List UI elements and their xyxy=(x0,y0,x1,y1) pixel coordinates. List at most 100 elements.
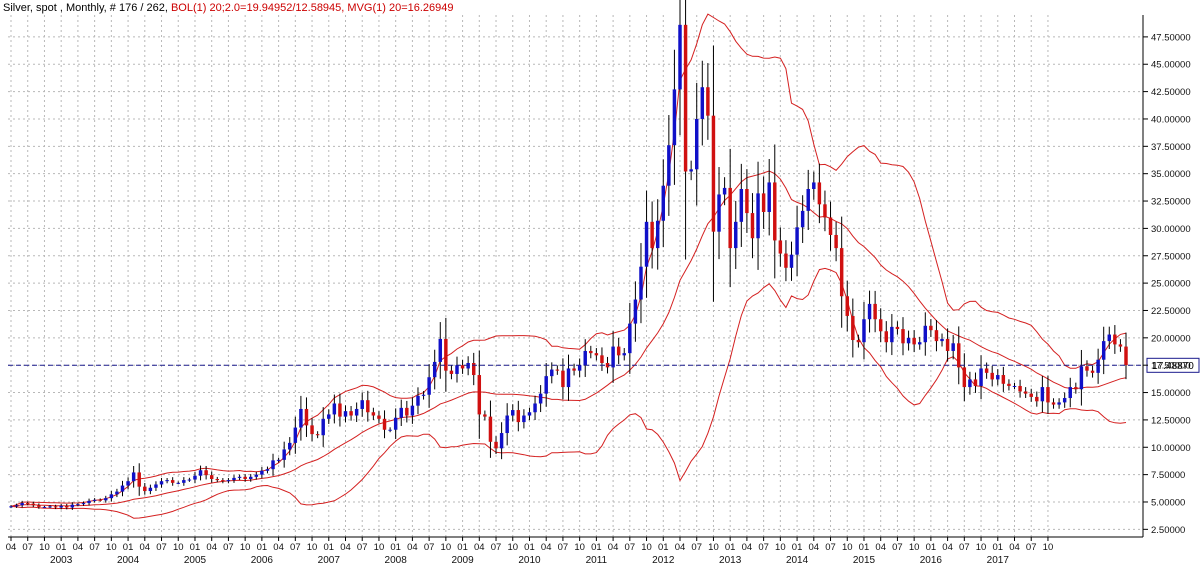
candle-199 xyxy=(1118,339,1123,352)
candle-body-32 xyxy=(187,479,192,481)
candle-body-114 xyxy=(644,221,649,267)
candle-65 xyxy=(371,407,376,421)
candle-body-161 xyxy=(906,337,911,344)
candle-body-186 xyxy=(1046,387,1050,403)
x-tick-label-12: 04 xyxy=(206,542,217,553)
candle-168 xyxy=(945,328,950,362)
x-tick-label-49: 07 xyxy=(825,542,836,553)
candle-body-7 xyxy=(48,506,52,508)
candle-118 xyxy=(667,115,671,216)
candle-141 xyxy=(795,205,799,277)
candle-86 xyxy=(488,400,493,458)
candle-153 xyxy=(862,302,866,360)
x-tick-label-51: 01 xyxy=(859,542,870,553)
candle-body-12 xyxy=(76,504,80,506)
candle-96 xyxy=(544,363,548,407)
candle-body-123 xyxy=(694,118,699,170)
x-tick-label-22: 10 xyxy=(374,542,385,553)
candle-93 xyxy=(527,407,532,421)
candle-body-142 xyxy=(800,210,805,228)
x-tick-label-43: 01 xyxy=(725,542,736,553)
candle-body-47 xyxy=(271,460,275,470)
x-tick-label-26: 10 xyxy=(441,542,452,553)
y-tick-label-17: 45.00000 xyxy=(1151,60,1191,71)
candle-body-10 xyxy=(65,505,69,508)
x-tick-label-14: 10 xyxy=(240,542,251,553)
candle-body-126 xyxy=(711,115,716,232)
y-tick-label-11: 30.00000 xyxy=(1151,224,1191,235)
candle-156 xyxy=(878,308,883,343)
candle-body-100 xyxy=(566,368,571,388)
candle-body-140 xyxy=(789,254,794,268)
candle-body-29 xyxy=(170,480,175,483)
candle-53 xyxy=(304,397,309,437)
candle-100 xyxy=(566,354,571,401)
x-tick-label-54: 10 xyxy=(909,542,920,553)
candle-body-188 xyxy=(1057,402,1061,405)
candle-body-54 xyxy=(310,425,314,435)
x-tick-label-7: 01 xyxy=(123,542,134,553)
candle-62 xyxy=(354,402,359,422)
candle-body-48 xyxy=(276,459,281,461)
candle-31 xyxy=(182,477,186,486)
candle-body-58 xyxy=(332,403,337,415)
candle-120 xyxy=(678,0,682,136)
candle-body-96 xyxy=(544,376,548,394)
candle-124 xyxy=(700,60,705,146)
x-tick-label-30: 10 xyxy=(507,542,518,553)
candle-body-24 xyxy=(143,486,147,492)
candle-body-191 xyxy=(1074,387,1078,390)
candle-body-79 xyxy=(449,370,454,374)
candle-51 xyxy=(293,416,298,454)
candle-body-60 xyxy=(343,411,348,417)
candle-193 xyxy=(1085,360,1089,377)
candle-body-163 xyxy=(917,342,922,345)
candle-body-89 xyxy=(505,415,509,434)
candle-173 xyxy=(973,372,978,393)
candle-43 xyxy=(248,474,253,482)
candle-122 xyxy=(689,160,693,181)
candle-10 xyxy=(65,503,69,510)
candle-body-69 xyxy=(393,417,398,430)
candle-169 xyxy=(951,334,955,360)
year-label-2003: 2003 xyxy=(50,555,73,566)
candle-body-91 xyxy=(516,410,521,423)
y-tick-label-4: 12.50000 xyxy=(1151,415,1191,426)
candle-body-139 xyxy=(784,253,788,268)
candle-78 xyxy=(444,317,448,392)
candle-131 xyxy=(739,163,744,247)
x-tick-label-17: 07 xyxy=(290,542,301,553)
candle-7 xyxy=(48,505,52,509)
candle-body-180 xyxy=(1012,385,1017,387)
candle-6 xyxy=(42,505,47,508)
candle-body-107 xyxy=(605,363,610,368)
candle-9 xyxy=(59,503,63,510)
candle-85 xyxy=(483,410,487,421)
candle-143 xyxy=(806,169,810,231)
candle-body-194 xyxy=(1090,370,1095,373)
candle-5 xyxy=(37,503,41,509)
candle-body-157 xyxy=(884,331,889,343)
candle-body-103 xyxy=(583,350,587,366)
candle-144 xyxy=(812,171,816,200)
candle-177 xyxy=(996,369,1000,386)
candle-178 xyxy=(1001,366,1006,392)
candle-body-110 xyxy=(622,353,626,356)
candle-body-105 xyxy=(594,353,599,356)
x-tick-label-33: 07 xyxy=(558,542,569,553)
candle-body-195 xyxy=(1096,359,1100,373)
x-tick-label-34: 10 xyxy=(574,542,585,553)
candle-body-42 xyxy=(243,476,247,479)
candle-body-31 xyxy=(182,480,186,483)
candle-115 xyxy=(650,201,654,269)
candle-body-120 xyxy=(678,24,682,90)
candle-body-115 xyxy=(650,221,654,249)
candle-body-117 xyxy=(661,185,666,221)
candle-body-64 xyxy=(366,400,370,413)
candle-158 xyxy=(890,314,894,356)
x-tick-label-16: 04 xyxy=(273,542,284,553)
candle-body-177 xyxy=(996,375,1000,380)
candle-76 xyxy=(432,349,437,390)
x-tick-label-29: 07 xyxy=(491,542,502,553)
x-tick-label-61: 07 xyxy=(1026,542,1037,553)
